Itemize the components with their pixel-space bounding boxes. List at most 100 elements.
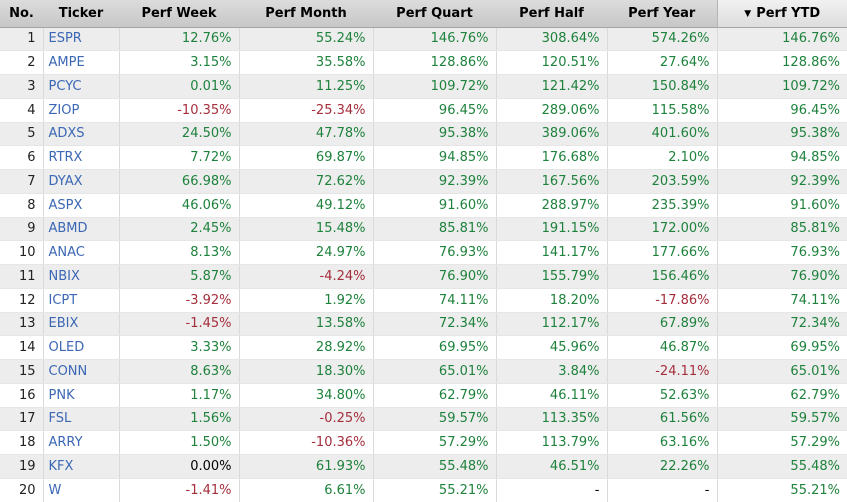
ticker-link[interactable]: KFX (48, 458, 74, 474)
perf-week-value: 1.56% (119, 407, 240, 432)
column-header-perf-half[interactable]: Perf Half (496, 0, 607, 28)
ticker-cell: FSL (43, 407, 120, 432)
ticker-link[interactable]: EBIX (48, 316, 79, 332)
ticker-link[interactable]: ESPR (48, 31, 82, 47)
ticker-link[interactable]: CONN (48, 363, 88, 379)
ticker-cell: PCYC (43, 74, 120, 99)
table-row: 6 RTRX 7.72% 69.87% 94.85% 176.68% 2.10% 94.85% (0, 145, 847, 170)
perf-month-value: 61.93% (239, 454, 374, 479)
perf-week-value: -3.92% (119, 288, 240, 313)
perf-ytd-value: 74.11% (717, 288, 847, 313)
perf-half-value: 308.64% (496, 27, 608, 52)
perf-quart-value: 55.48% (373, 454, 497, 479)
ticker-link[interactable]: DYAX (48, 173, 83, 189)
ticker-link[interactable]: W (48, 482, 62, 498)
row-number: 10 (0, 240, 44, 265)
perf-ytd-value: 62.79% (717, 383, 847, 408)
column-header-label: Perf Week (141, 5, 217, 21)
perf-half-value: 113.79% (496, 430, 608, 455)
ticker-link[interactable]: RTRX (48, 150, 83, 166)
row-number: 11 (0, 264, 44, 289)
perf-half-value: - (496, 478, 608, 502)
perf-month-value: 69.87% (239, 145, 374, 170)
perf-quart-value: 146.76% (373, 27, 497, 52)
perf-year-value: 27.64% (607, 50, 718, 75)
ticker-cell: RTRX (43, 145, 120, 170)
perf-half-value: 18.20% (496, 288, 608, 313)
ticker-link[interactable]: OLED (48, 340, 85, 356)
ticker-link[interactable]: FSL (48, 411, 72, 427)
perf-quart-value: 62.79% (373, 383, 497, 408)
column-header-perf-quart[interactable]: Perf Quart (373, 0, 496, 28)
perf-quart-value: 65.01% (373, 359, 497, 384)
perf-ytd-value: 109.72% (717, 74, 847, 99)
perf-week-value: 8.13% (119, 240, 240, 265)
perf-month-value: 24.97% (239, 240, 374, 265)
perf-week-value: 12.76% (119, 27, 240, 52)
table-row: 7 DYAX 66.98% 72.62% 92.39% 167.56% 203.59% 92.… (0, 169, 847, 194)
column-header-ticker[interactable]: Ticker (43, 0, 119, 28)
perf-ytd-value: 96.45% (717, 98, 847, 123)
table-header: No. Ticker Perf Week Perf Month Perf Quart Pe… (0, 0, 847, 28)
perf-year-value: 203.59% (607, 169, 718, 194)
perf-half-value: 112.17% (496, 312, 608, 337)
perf-year-value: 46.87% (607, 335, 718, 360)
row-number: 20 (0, 478, 44, 502)
ticker-cell: CONN (43, 359, 120, 384)
perf-week-value: -1.45% (119, 312, 240, 337)
perf-half-value: 121.42% (496, 74, 608, 99)
perf-half-value: 46.51% (496, 454, 608, 479)
column-header-label: Ticker (58, 5, 104, 21)
ticker-link[interactable]: ASPX (48, 197, 83, 213)
table-row: 12 ICPT -3.92% 1.92% 74.11% 18.20% -17.86% 74.1… (0, 288, 847, 313)
ticker-link[interactable]: ICPT (48, 292, 78, 308)
column-header-perf-month[interactable]: Perf Month (239, 0, 373, 28)
ticker-cell: EBIX (43, 312, 120, 337)
perf-month-value: 13.58% (239, 312, 374, 337)
ticker-link[interactable]: ADXS (48, 126, 85, 142)
ticker-cell: ARRY (43, 430, 120, 455)
perf-year-value: 52.63% (607, 383, 718, 408)
row-number: 14 (0, 335, 44, 360)
table-row: 17 FSL 1.56% -0.25% 59.57% 113.35% 61.56% 59.57… (0, 407, 847, 432)
perf-week-value: 66.98% (119, 169, 240, 194)
row-number: 9 (0, 217, 44, 242)
perf-week-value: 1.17% (119, 383, 240, 408)
perf-month-value: 1.92% (239, 288, 374, 313)
ticker-link[interactable]: PCYC (48, 78, 82, 94)
perf-half-value: 120.51% (496, 50, 608, 75)
perf-ytd-value: 69.95% (717, 335, 847, 360)
ticker-cell: NBIX (43, 264, 120, 289)
perf-ytd-value: 91.60% (717, 193, 847, 218)
ticker-link[interactable]: ANAC (48, 245, 85, 261)
perf-month-value: 34.80% (239, 383, 374, 408)
column-header-perf-year[interactable]: Perf Year (607, 0, 717, 28)
ticker-link[interactable]: ABMD (48, 221, 88, 237)
ticker-cell: ASPX (43, 193, 120, 218)
perf-quart-value: 69.95% (373, 335, 497, 360)
table-row: 15 CONN 8.63% 18.30% 65.01% 3.84% -24.11% 65.01… (0, 359, 847, 384)
ticker-link[interactable]: ZIOP (48, 102, 80, 118)
perf-month-value: 6.61% (239, 478, 374, 502)
perf-quart-value: 57.29% (373, 430, 497, 455)
ticker-link[interactable]: AMPE (48, 55, 85, 71)
column-header-perf-ytd[interactable]: ▼ Perf YTD (716, 0, 847, 28)
perf-year-value: 115.58% (607, 98, 718, 123)
table-row: 20 W -1.41% 6.61% 55.21% - -55.21% (0, 478, 847, 502)
column-header-perf-week[interactable]: Perf Week (119, 0, 239, 28)
perf-ytd-value: 72.34% (717, 312, 847, 337)
perf-half-value: 46.11% (496, 383, 608, 408)
ticker-link[interactable]: ARRY (48, 435, 83, 451)
perf-quart-value: 92.39% (373, 169, 497, 194)
ticker-link[interactable]: PNK (48, 387, 75, 403)
perf-year-value: 156.46% (607, 264, 718, 289)
perf-month-value: 72.62% (239, 169, 374, 194)
table-row: 1 ESPR 12.76% 55.24% 146.76% 308.64% 574.26% 14… (0, 27, 847, 52)
row-number: 12 (0, 288, 44, 313)
perf-week-value: 5.87% (119, 264, 240, 289)
table-row: 13 EBIX -1.45% 13.58% 72.34% 112.17% 67.89% 72.… (0, 312, 847, 337)
ticker-link[interactable]: NBIX (48, 268, 80, 284)
column-header-no[interactable]: No. (0, 0, 43, 28)
perf-ytd-value: 55.21% (790, 482, 840, 498)
